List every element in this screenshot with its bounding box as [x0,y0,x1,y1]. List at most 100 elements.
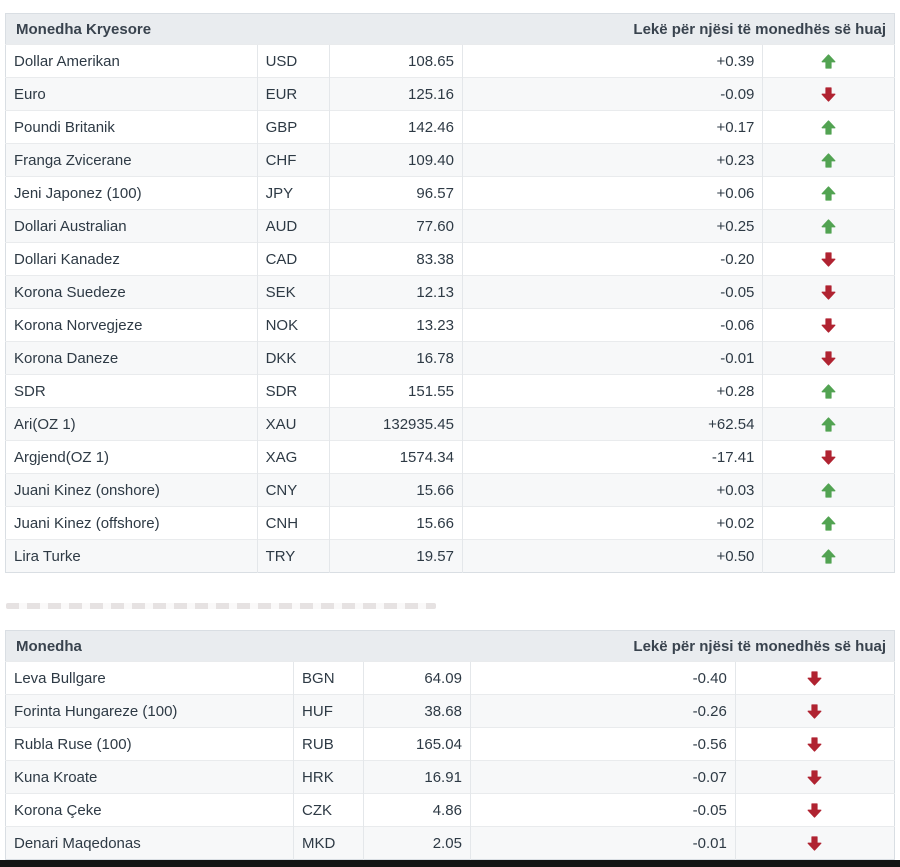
currency-row: Euro EUR 125.16 -0.09 [5,77,895,111]
table-header-row: Monedha Kryesore Lekë për njësi të moned… [5,13,895,45]
currency-row: Lira Turke TRY 19.57 +0.50 [5,539,895,573]
currency-change: -0.01 [461,341,763,375]
currency-rate: 64.09 [363,661,471,695]
arrow-down-icon [821,450,836,465]
currency-row: Poundi Britanik GBP 142.46 +0.17 [5,110,895,144]
trend-cell [734,694,895,728]
arrow-down-icon [807,737,822,752]
trend-cell [762,539,895,573]
currency-row: Ari(OZ 1) XAU 132935.45 +62.54 [5,407,895,441]
currency-row: Juani Kinez (onshore) CNY 15.66 +0.03 [5,473,895,507]
currency-code: HRK [293,760,364,794]
arrow-down-icon [821,351,836,366]
currency-row: Korona Daneze DKK 16.78 -0.01 [5,341,895,375]
arrow-down-icon [807,770,822,785]
trend-cell [762,110,895,144]
currency-row: Dollari Australian AUD 77.60 +0.25 [5,209,895,243]
currency-rate: 151.55 [329,374,463,408]
currency-rate: 19.57 [329,539,463,573]
trend-cell [762,473,895,507]
currency-name: Argjend(OZ 1) [5,440,258,474]
trend-cell [762,209,895,243]
trend-cell [762,242,895,276]
currency-change: +0.25 [461,209,763,243]
currency-row: Forinta Hungareze (100) HUF 38.68 -0.26 [5,694,895,728]
currency-row: Juani Kinez (offshore) CNH 15.66 +0.02 [5,506,895,540]
currency-code: CAD [256,242,330,276]
currency-change: -0.09 [461,77,763,111]
trend-cell [734,760,895,794]
arrow-up-icon [821,219,836,234]
trend-cell [734,793,895,827]
trend-cell [734,661,895,695]
currency-row: Korona Suedeze SEK 12.13 -0.05 [5,275,895,309]
currency-change: -0.56 [469,727,736,761]
table-title: Monedha Kryesore [5,13,330,45]
arrow-down-icon [807,803,822,818]
currency-rate: 16.78 [329,341,463,375]
currency-row: Denari Maqedonas MKD 2.05 -0.01 [5,826,895,860]
currency-row: Rubla Ruse (100) RUB 165.04 -0.56 [5,727,895,761]
currency-name: Dollari Australian [5,209,258,243]
currency-row: Argjend(OZ 1) XAG 1574.34 -17.41 [5,440,895,474]
currency-change: -0.26 [469,694,736,728]
currency-name: Rubla Ruse (100) [5,727,294,761]
arrow-up-icon [821,516,836,531]
currency-name: Korona Norvegjeze [5,308,258,342]
currency-row: Jeni Japonez (100) JPY 96.57 +0.06 [5,176,895,210]
currency-change: +0.06 [461,176,763,210]
unit-header: Lekë për njësi të monedhës së huaj [363,630,895,662]
currency-row: Dollari Kanadez CAD 83.38 -0.20 [5,242,895,276]
other-currencies-table: Monedha Lekë për njësi të monedhës së hu… [5,630,895,860]
arrow-down-icon [821,87,836,102]
footer-top-edge [0,860,900,867]
currency-name: Kuna Kroate [5,760,294,794]
currency-rate: 13.23 [329,308,463,342]
currency-change: +0.02 [461,506,763,540]
currency-name: Juani Kinez (offshore) [5,506,258,540]
currency-code: AUD [256,209,330,243]
currency-change: -0.05 [469,793,736,827]
currency-rate: 165.04 [363,727,471,761]
table-title: Monedha [5,630,364,662]
currency-code: CHF [256,143,330,177]
trend-cell [762,374,895,408]
trend-cell [762,341,895,375]
trend-cell [762,440,895,474]
currency-name: Lira Turke [5,539,258,573]
table-header-row: Monedha Lekë për njësi të monedhës së hu… [5,630,895,662]
currency-rate: 108.65 [329,44,463,78]
currency-rate: 77.60 [329,209,463,243]
trend-cell [762,77,895,111]
currency-name: Euro [5,77,258,111]
currency-row: Korona Norvegjeze NOK 13.23 -0.06 [5,308,895,342]
currency-code: USD [256,44,330,78]
currency-rate: 2.05 [363,826,471,860]
currency-row: Leva Bullgare BGN 64.09 -0.40 [5,661,895,695]
currency-change: +0.50 [461,539,763,573]
arrow-up-icon [821,186,836,201]
currency-rate: 4.86 [363,793,471,827]
unit-header: Lekë për njësi të monedhës së huaj [329,13,895,45]
currency-code: DKK [256,341,330,375]
currency-change: -17.41 [461,440,763,474]
arrow-up-icon [821,54,836,69]
currency-rate: 83.38 [329,242,463,276]
currency-rate: 1574.34 [329,440,463,474]
currency-name: Juani Kinez (onshore) [5,473,258,507]
trend-cell [762,275,895,309]
trend-cell [762,308,895,342]
arrow-up-icon [821,483,836,498]
currency-change: +0.17 [461,110,763,144]
trend-cell [762,407,895,441]
trend-cell [734,727,895,761]
arrow-down-icon [821,285,836,300]
arrow-up-icon [821,120,836,135]
currency-name: Ari(OZ 1) [5,407,258,441]
currency-code: XAG [256,440,330,474]
currency-code: EUR [256,77,330,111]
currency-rate: 15.66 [329,473,463,507]
currency-row: SDR SDR 151.55 +0.28 [5,374,895,408]
between-tables-gap [5,573,895,630]
